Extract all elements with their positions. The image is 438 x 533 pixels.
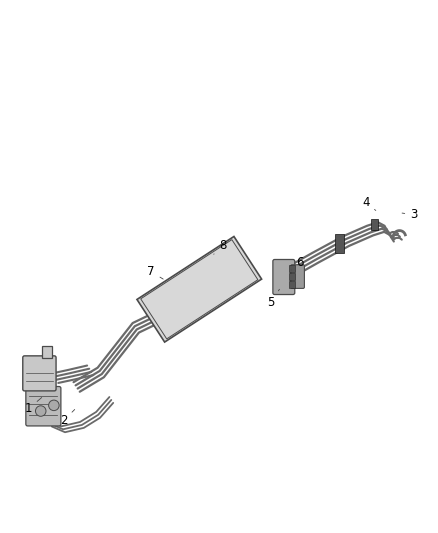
- Text: 2: 2: [60, 409, 75, 427]
- Bar: [335, 234, 344, 253]
- Text: 1: 1: [25, 398, 42, 415]
- Bar: [371, 219, 378, 230]
- FancyBboxPatch shape: [26, 386, 61, 426]
- Bar: [289, 265, 295, 272]
- Bar: [42, 346, 52, 359]
- Circle shape: [35, 406, 46, 416]
- Circle shape: [49, 400, 59, 410]
- Polygon shape: [137, 237, 261, 342]
- Text: 8: 8: [214, 239, 226, 254]
- Text: 5: 5: [267, 289, 279, 309]
- Text: 6: 6: [291, 256, 304, 270]
- FancyBboxPatch shape: [23, 356, 56, 391]
- Text: 4: 4: [362, 197, 376, 211]
- Text: 3: 3: [402, 208, 417, 221]
- FancyBboxPatch shape: [291, 265, 304, 288]
- Text: 7: 7: [147, 265, 163, 279]
- Bar: [289, 280, 295, 287]
- Bar: [289, 273, 295, 280]
- FancyBboxPatch shape: [273, 260, 295, 295]
